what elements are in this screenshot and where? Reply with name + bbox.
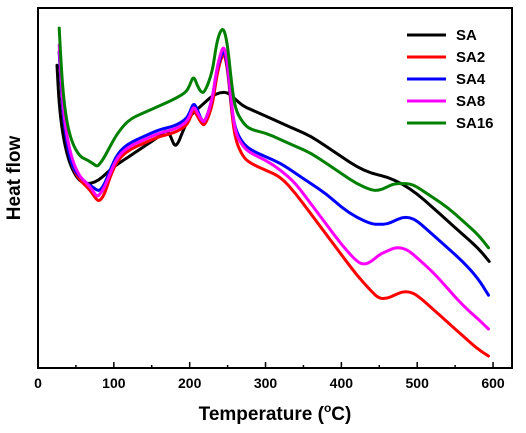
x-tick-label: 400 [330, 375, 354, 391]
legend-label-sa2: SA2 [456, 49, 485, 66]
x-tick-label: 600 [481, 375, 505, 391]
legend-label-sa8: SA8 [456, 93, 485, 110]
series-line-sa2 [57, 50, 490, 358]
legend-label-sa: SA [456, 27, 477, 44]
x-tick-label: 0 [34, 375, 42, 391]
series-layer [55, 26, 491, 358]
x-tick-label: 200 [178, 375, 202, 391]
x-axis-ticks: 0 100 200 300 400 500 600 [34, 362, 505, 391]
x-axis-title-degree: o [324, 401, 331, 415]
legend-label-sa16: SA16 [456, 115, 494, 132]
x-axis-title-main: Temperature ( [199, 404, 325, 425]
x-tick-label: 500 [406, 375, 430, 391]
legend-label-sa4: SA4 [456, 71, 486, 88]
x-tick-label: 100 [102, 375, 126, 391]
x-axis-title-unit: C) [331, 404, 351, 425]
y-axis-title: Heat flow [4, 136, 25, 221]
series-line-sa8 [57, 43, 490, 331]
series-line-sa16 [57, 26, 490, 250]
legend: SA SA2 SA4 SA8 SA16 [407, 27, 494, 132]
series-line-sa [55, 63, 491, 263]
x-tick-label: 300 [254, 375, 278, 391]
x-axis-title: Temperature (oC) [199, 401, 352, 425]
plot-frame [37, 7, 513, 369]
